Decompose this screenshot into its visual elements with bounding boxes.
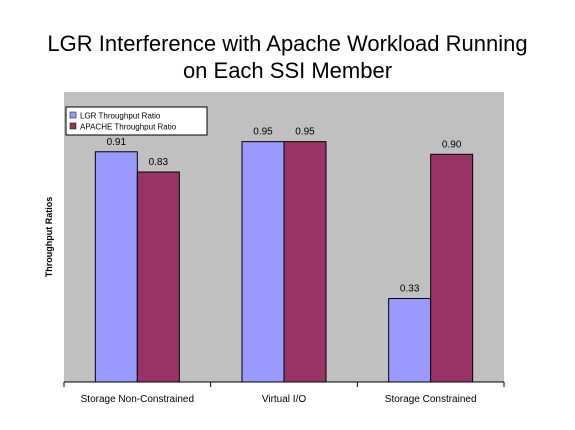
bar-apache: [136, 171, 180, 383]
value-label: 0.90: [442, 139, 462, 150]
legend-box: [65, 106, 208, 136]
bars-group: [94, 141, 474, 383]
bar-lgr: [94, 151, 138, 383]
value-label: 0.95: [253, 127, 273, 138]
value-label: 0.83: [149, 157, 169, 168]
chart-title: LGR Interference with Apache Workload Ru…: [0, 30, 575, 84]
bar-apache: [430, 153, 474, 383]
value-label: 0.95: [295, 127, 315, 138]
x-axis-ticks: [63, 382, 505, 387]
legend-label: LGR Throughput Ratio: [80, 112, 161, 121]
legend: LGR Throughput Ratio APACHE Throughput Ra…: [65, 106, 208, 136]
category-label: Storage Constrained: [385, 394, 477, 405]
value-label: 0.33: [400, 284, 420, 295]
y-axis-label: Throughput Ratios: [44, 197, 54, 278]
legend-label: APACHE Throughput Ratio: [80, 123, 177, 132]
chart-title-line-2: on Each SSI Member: [182, 58, 393, 83]
value-label: 0.91: [107, 137, 127, 148]
bar-lgr: [241, 141, 285, 383]
value-labels: 0.91 0.83 0.95 0.95 0.33 0.90: [107, 127, 462, 295]
legend-swatch: [69, 122, 77, 130]
category-labels: Storage Non-Constrained Virtual I/O Storag…: [81, 394, 477, 405]
chart-title-line-1: LGR Interference with Apache Workload Ru…: [47, 31, 528, 56]
bar-lgr: [388, 298, 432, 383]
bar-apache: [283, 141, 327, 383]
category-label: Virtual I/O: [262, 394, 306, 405]
category-label: Storage Non-Constrained: [81, 394, 194, 405]
legend-swatch: [69, 111, 77, 119]
